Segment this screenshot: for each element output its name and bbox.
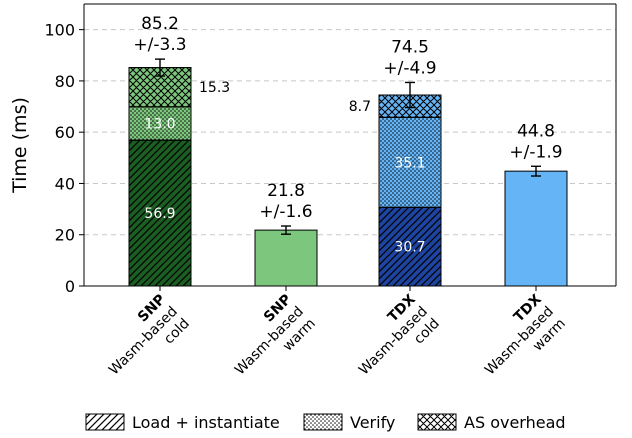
bar-error-label: +/-3.3	[133, 35, 186, 55]
y-tick-label: 60	[55, 123, 75, 142]
bar-segment-pattern	[128, 139, 192, 287]
bar-error-label: +/-4.9	[383, 58, 436, 78]
y-tick-label: 40	[55, 174, 75, 193]
y-axis-title: Time (ms)	[9, 97, 31, 194]
labels: 56.9 13.0 15.3 85.2+/-3.3 21.8+/-1.6 30.7 35.1…	[133, 14, 562, 256]
bar-total-label: 74.5	[391, 37, 429, 57]
segment-value-label: 56.9	[144, 206, 175, 222]
legend-swatch-pattern	[417, 413, 457, 431]
bar-segment-pattern	[378, 206, 442, 287]
bar-segment	[254, 229, 318, 287]
segment-value-label: 30.7	[394, 240, 425, 256]
segment-value-label: 13.0	[144, 116, 175, 132]
legend-label: AS overhead	[464, 413, 566, 432]
bar-error-label: +/-1.6	[259, 202, 312, 222]
bar-segment-pattern	[378, 116, 442, 208]
x-tick-label: SNPWasm-basedwarm	[220, 292, 319, 391]
legend: Load + instantiate Verify AS overhead	[85, 413, 566, 432]
legend-swatch-pattern	[85, 413, 125, 431]
y-tick-label: 100	[44, 21, 75, 40]
legend-label: Verify	[350, 413, 395, 432]
bar-total-label: 21.8	[267, 181, 305, 201]
bar-error-label: +/-1.9	[509, 142, 562, 162]
x-tick-label: SNPWasm-basedcold	[94, 292, 193, 391]
legend-label: Load + instantiate	[132, 413, 280, 432]
y-tick-label: 0	[65, 277, 75, 296]
y-tick-label: 80	[55, 72, 75, 91]
bar-segment	[504, 170, 568, 287]
segment-value-label: 15.3	[199, 80, 230, 96]
bars	[128, 58, 568, 287]
x-tick-label: TDXWasm-basedwarm	[470, 291, 569, 390]
segment-value-label: 35.1	[394, 155, 425, 171]
bar-total-label: 44.8	[517, 121, 555, 141]
legend-swatch-pattern	[303, 413, 343, 431]
y-tick-label: 20	[55, 226, 75, 245]
x-tick-label: TDXWasm-basedcold	[344, 291, 443, 390]
segment-value-label: 8.7	[349, 99, 371, 115]
bar-total-label: 85.2	[141, 14, 179, 34]
